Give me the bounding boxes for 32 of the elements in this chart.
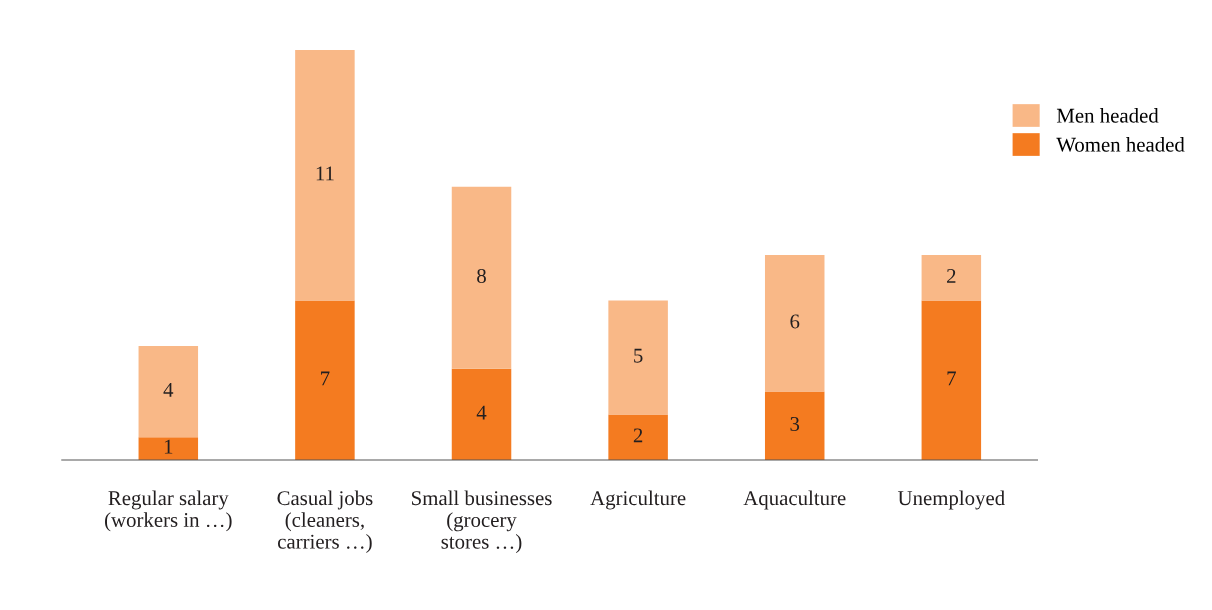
data-label: 1 — [164, 439, 173, 454]
bar — [764, 254, 825, 392]
bar — [138, 437, 199, 460]
data-label: 7 — [947, 371, 956, 386]
bar — [138, 346, 199, 438]
legend-label: Women headed — [1056, 137, 1185, 152]
data-label: 4 — [476, 405, 487, 420]
bar — [451, 368, 512, 460]
bar — [608, 414, 668, 460]
x-tick-label: Small businesses (grocery stores …) — [412, 490, 552, 554]
x-tick-label: Aquaculture — [743, 490, 846, 510]
bar — [921, 254, 982, 301]
bar — [295, 300, 355, 460]
bar — [451, 186, 512, 369]
legend-label: Men headed — [1056, 108, 1159, 123]
data-label: 8 — [477, 268, 486, 283]
x-tick-label: Agriculture — [590, 490, 686, 510]
bar — [921, 300, 982, 460]
data-label: 5 — [634, 348, 643, 363]
bar — [608, 300, 668, 415]
x-tick-label: Casual jobs (cleaners, carriers …) — [277, 490, 373, 553]
data-label: 4 — [163, 382, 174, 397]
bar — [295, 50, 355, 301]
data-label: 11 — [316, 166, 334, 181]
x-tick-label: Regular salary (workers in …) — [105, 490, 232, 532]
data-label: 2 — [947, 268, 956, 283]
bar — [764, 391, 825, 460]
x-tick-label: Unemployed — [897, 490, 1005, 510]
data-label: 6 — [790, 314, 800, 329]
data-label: 7 — [321, 371, 330, 386]
data-label: 3 — [790, 416, 800, 431]
data-label: 2 — [633, 428, 643, 443]
